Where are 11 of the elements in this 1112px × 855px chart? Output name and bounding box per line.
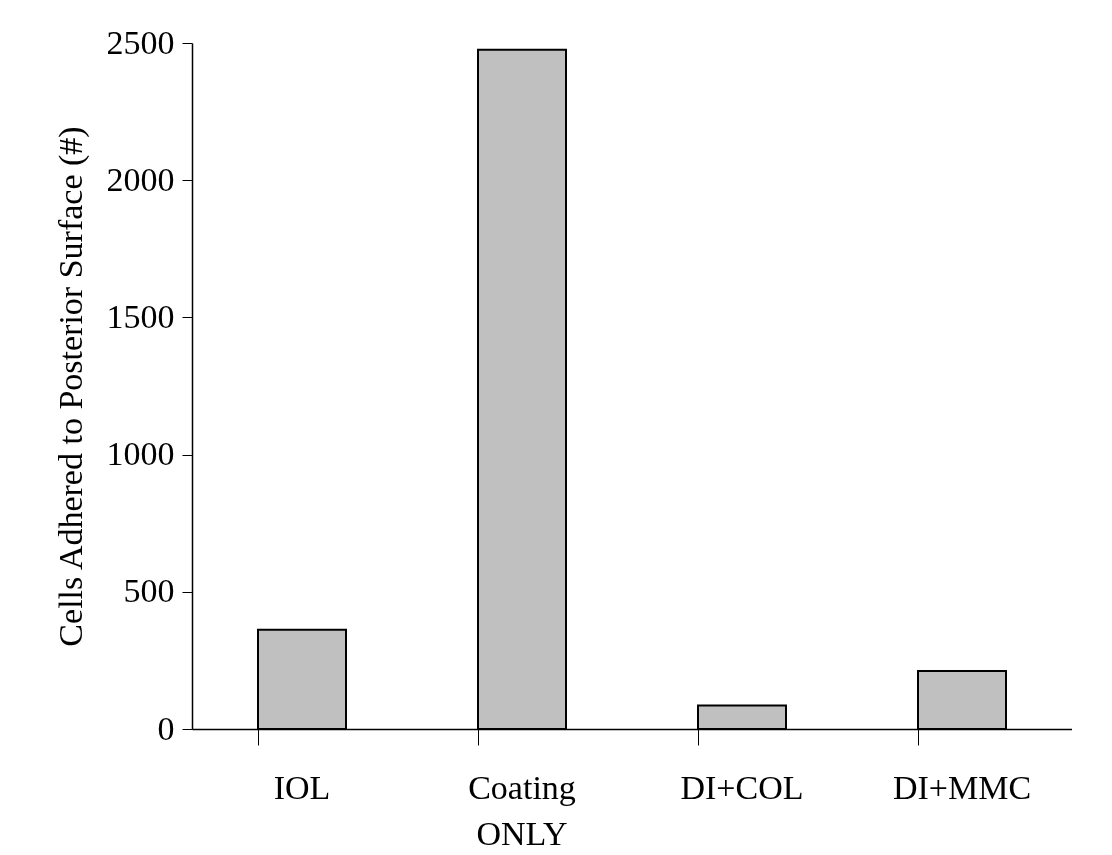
y-tick-label: 2500 bbox=[106, 23, 175, 61]
y-tick-label: 0 bbox=[157, 709, 175, 747]
y-tick-label: 1500 bbox=[106, 297, 175, 335]
x-tick-label: DI+MMC bbox=[892, 768, 1032, 806]
y-tick-label: 2000 bbox=[106, 160, 175, 198]
x-tick-label: IOL bbox=[273, 768, 331, 806]
x-tick-label: Coating ONLY bbox=[468, 768, 576, 852]
y-axis-title: Cells Adhered to Posterior Surface (#) bbox=[51, 126, 90, 647]
y-tick-label: 1000 bbox=[106, 435, 175, 473]
x-tick-label: DI+COL bbox=[680, 768, 804, 806]
y-tick-label: 500 bbox=[123, 572, 175, 610]
